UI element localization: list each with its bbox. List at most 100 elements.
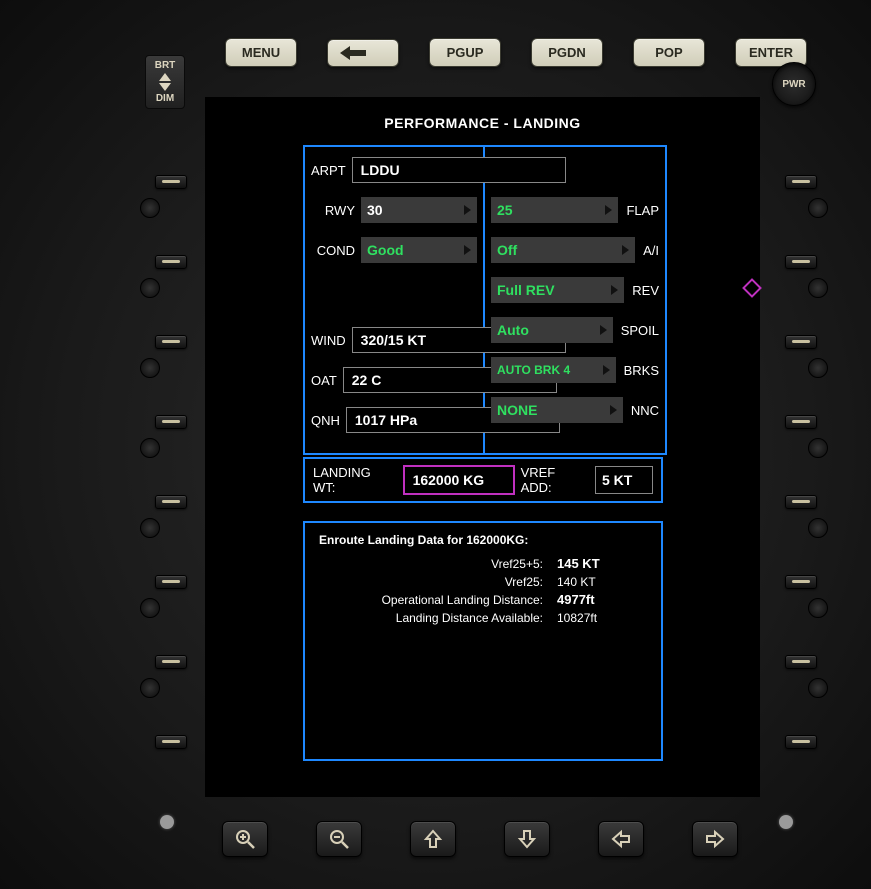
arrow-down-button[interactable] xyxy=(504,821,550,857)
zoom-out-icon xyxy=(328,828,350,850)
nnc-value: NONE xyxy=(497,402,537,418)
bezel-screw xyxy=(808,598,828,618)
power-button[interactable]: PWR xyxy=(772,62,816,106)
lsk-l1[interactable] xyxy=(155,175,187,189)
result-value: 145 KT xyxy=(557,555,647,573)
lsk-l6[interactable] xyxy=(155,575,187,589)
bezel-screw xyxy=(140,198,160,218)
rev-label: REV xyxy=(624,283,659,298)
left-column: ARPT RWY 30 COND Good xyxy=(305,147,485,453)
pgup-button[interactable]: PGUP xyxy=(429,38,501,67)
dropdown-arrow-icon xyxy=(464,245,471,255)
nnc-dropdown[interactable]: NONE xyxy=(491,397,623,423)
lsk-l3[interactable] xyxy=(155,335,187,349)
pgdn-button[interactable]: PGDN xyxy=(531,38,603,67)
wind-label: WIND xyxy=(311,333,352,348)
lsk-r8[interactable] xyxy=(785,735,817,749)
lsk-r5[interactable] xyxy=(785,495,817,509)
pop-button[interactable]: POP xyxy=(633,38,705,67)
result-value: 140 KT xyxy=(557,573,647,591)
arrow-right-button[interactable] xyxy=(692,821,738,857)
cond-value: Good xyxy=(367,242,404,258)
brt-label: BRT xyxy=(146,60,184,71)
input-panel: ARPT RWY 30 COND Good xyxy=(303,145,667,455)
bezel-screw xyxy=(140,358,160,378)
brks-label: BRKS xyxy=(616,363,659,378)
lsk-r1[interactable] xyxy=(785,175,817,189)
bezel-screw xyxy=(808,678,828,698)
landing-wt-input[interactable] xyxy=(403,465,515,495)
result-row: Landing Distance Available: 10827ft xyxy=(319,609,647,627)
bezel-screw xyxy=(808,278,828,298)
lsk-r3[interactable] xyxy=(785,335,817,349)
back-button[interactable] xyxy=(327,39,399,67)
menu-button[interactable]: MENU xyxy=(225,38,297,67)
zoom-in-button[interactable] xyxy=(222,821,268,857)
rev-dropdown[interactable]: Full REV xyxy=(491,277,624,303)
lsk-r6[interactable] xyxy=(785,575,817,589)
page-title: PERFORMANCE - LANDING xyxy=(205,97,760,145)
efb-bezel: BRT DIM MENU PGUP PGDN POP ENTER PWR ARP… xyxy=(0,0,871,889)
brightness-rocker[interactable]: BRT DIM xyxy=(145,55,185,109)
lsk-l8[interactable] xyxy=(155,735,187,749)
brightness-down-icon xyxy=(159,83,171,91)
bezel-screw xyxy=(140,438,160,458)
bezel-screw xyxy=(808,198,828,218)
brks-dropdown[interactable]: AUTO BRK 4 xyxy=(491,357,616,383)
spoil-label: SPOIL xyxy=(613,323,659,338)
vref-add-label: VREF ADD: xyxy=(521,465,589,495)
flap-value: 25 xyxy=(497,202,513,218)
arrow-up-button[interactable] xyxy=(410,821,456,857)
dropdown-arrow-icon xyxy=(610,405,617,415)
zoom-out-button[interactable] xyxy=(316,821,362,857)
arrow-left-button[interactable] xyxy=(598,821,644,857)
dropdown-arrow-icon xyxy=(622,245,629,255)
lsk-r7[interactable] xyxy=(785,655,817,669)
nnc-label: NNC xyxy=(623,403,659,418)
dim-label: DIM xyxy=(146,93,184,104)
dropdown-arrow-icon xyxy=(611,285,618,295)
spoil-dropdown[interactable]: Auto xyxy=(491,317,613,343)
brks-value: AUTO BRK 4 xyxy=(497,363,570,377)
arrow-right-icon xyxy=(704,828,726,850)
lsk-l2[interactable] xyxy=(155,255,187,269)
cond-dropdown[interactable]: Good xyxy=(361,237,477,263)
ai-value: Off xyxy=(497,242,517,258)
bezel-screw xyxy=(808,518,828,538)
landing-wt-label: LANDING WT: xyxy=(313,465,397,495)
led-indicator xyxy=(160,815,174,829)
lsk-l5[interactable] xyxy=(155,495,187,509)
rwy-dropdown[interactable]: 30 xyxy=(361,197,477,223)
result-value: 4977ft xyxy=(557,591,647,609)
bezel-screw xyxy=(808,438,828,458)
flap-dropdown[interactable]: 25 xyxy=(491,197,618,223)
bottom-button-row xyxy=(222,821,738,857)
result-row: Vref25+5: 145 KT xyxy=(319,555,647,573)
bezel-screw xyxy=(140,278,160,298)
lsk-r2[interactable] xyxy=(785,255,817,269)
rev-value: Full REV xyxy=(497,282,555,298)
flap-label: FLAP xyxy=(618,203,659,218)
ai-label: A/I xyxy=(635,243,659,258)
top-button-row: MENU PGUP PGDN POP ENTER xyxy=(225,38,807,67)
lsk-l7[interactable] xyxy=(155,655,187,669)
dropdown-arrow-icon xyxy=(603,365,610,375)
arrow-up-icon xyxy=(422,828,444,850)
result-value: 10827ft xyxy=(557,609,647,627)
bezel-screw xyxy=(140,678,160,698)
lsk-l4[interactable] xyxy=(155,415,187,429)
right-column: 25 FLAP Off A/I Full REV xyxy=(485,147,665,453)
ai-dropdown[interactable]: Off xyxy=(491,237,635,263)
rwy-value: 30 xyxy=(367,202,383,218)
vref-add-input[interactable] xyxy=(595,466,653,494)
weight-panel: LANDING WT: VREF ADD: xyxy=(303,457,663,503)
dropdown-arrow-icon xyxy=(605,205,612,215)
brightness-up-icon xyxy=(159,73,171,81)
zoom-in-icon xyxy=(234,828,256,850)
lsk-r4[interactable] xyxy=(785,415,817,429)
bezel-screw xyxy=(140,598,160,618)
result-row: Operational Landing Distance: 4977ft xyxy=(319,591,647,609)
arrow-down-icon xyxy=(516,828,538,850)
result-row: Vref25: 140 KT xyxy=(319,573,647,591)
bezel-screw xyxy=(808,358,828,378)
